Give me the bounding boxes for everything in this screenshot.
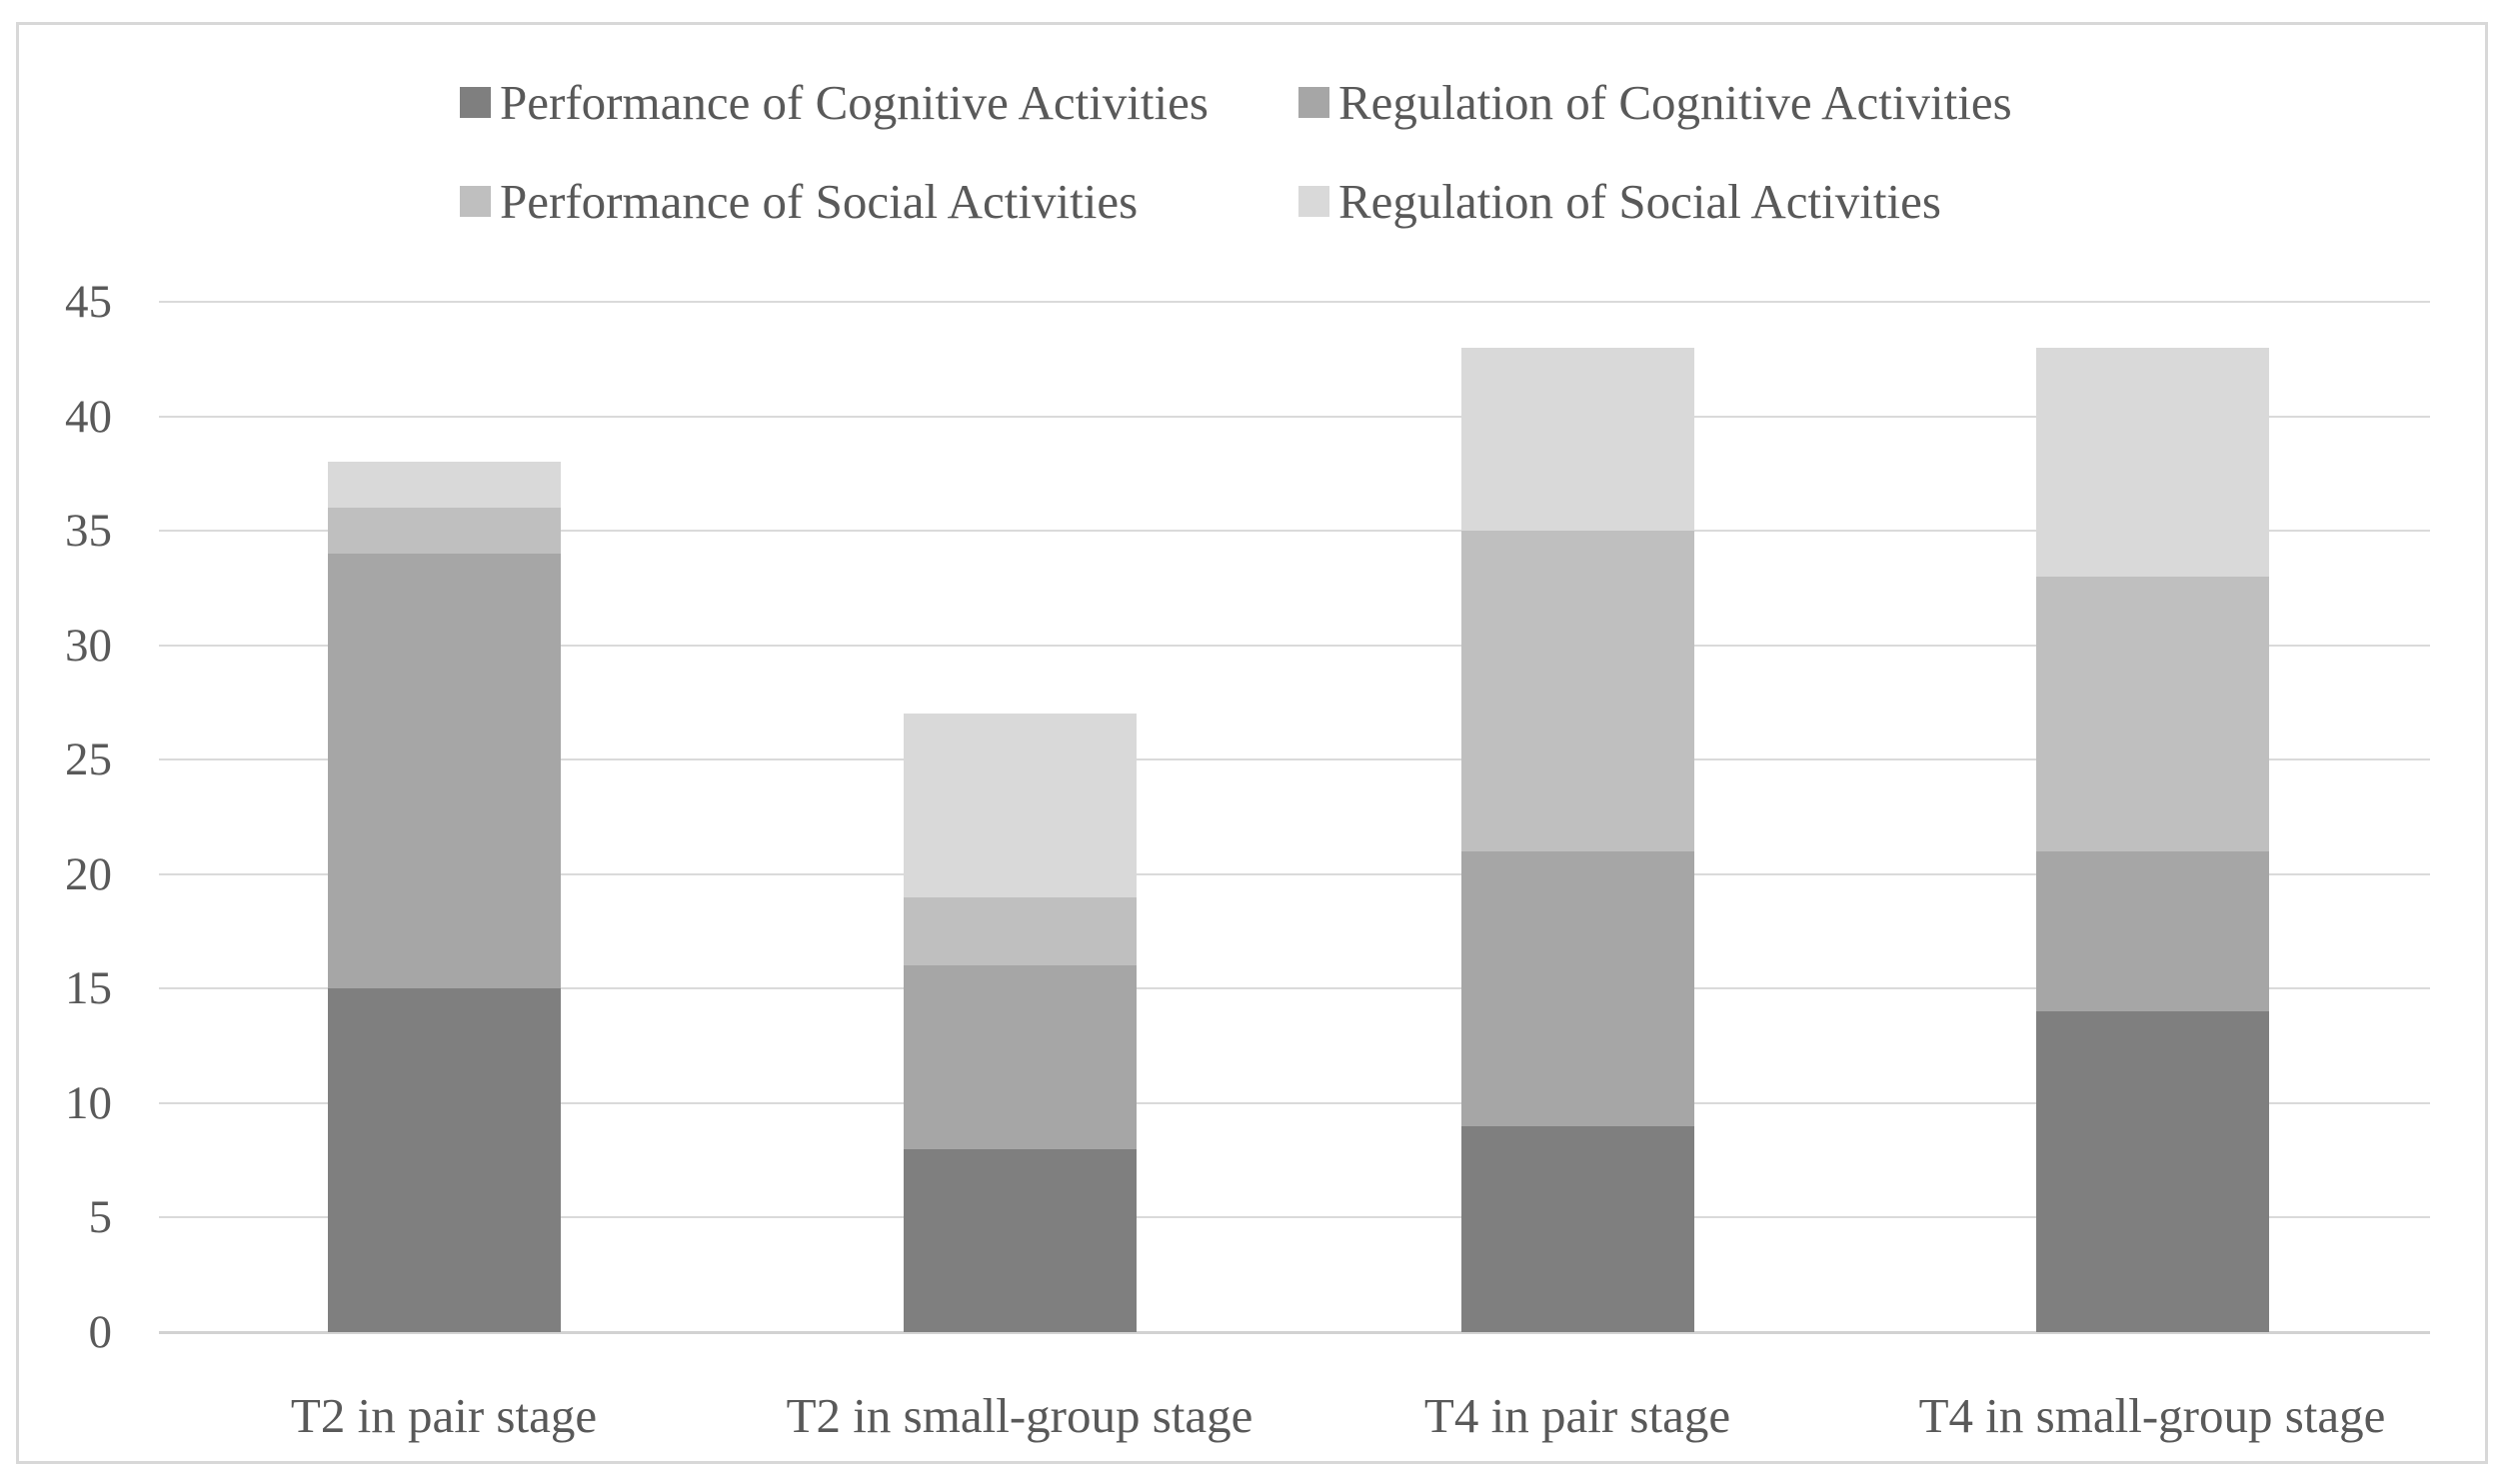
x-axis-line [159, 1331, 2430, 1334]
chart-frame: Performance of Cognitive Activities Regu… [16, 22, 2488, 1464]
y-axis-tick-label: 45 [65, 276, 112, 328]
y-axis-tick-label: 25 [65, 734, 112, 786]
gridline [159, 987, 2430, 990]
bar-segment-0-cat-2 [1460, 1126, 1694, 1332]
y-axis-tick-label: 20 [65, 847, 112, 900]
legend-item-regulation-cognitive: Regulation of Cognitive Activities [1298, 71, 2012, 133]
bar-segment-1-cat-1 [903, 965, 1137, 1149]
legend-label: Performance of Social Activities [500, 173, 1139, 229]
gridline [159, 415, 2430, 418]
legend-item-regulation-social: Regulation of Social Activities [1298, 170, 1941, 232]
bar-segment-3-cat-3 [2035, 348, 2269, 577]
x-axis-category-label: T4 in small-group stage [1918, 1388, 2386, 1443]
bar-segment-2-cat-1 [903, 897, 1137, 965]
legend-swatch-performance-cognitive [460, 86, 491, 118]
gridline [159, 644, 2430, 647]
legend-swatch-regulation-cognitive [1298, 86, 1329, 118]
bar-segment-0-cat-3 [2035, 1011, 2269, 1332]
y-axis-tick-label: 0 [88, 1306, 113, 1358]
x-axis-category-label: T2 in small-group stage [786, 1388, 1253, 1443]
bar-segment-1-cat-0 [327, 554, 561, 988]
bar-segment-1-cat-2 [1460, 851, 1694, 1126]
bar-segment-1-cat-3 [2035, 851, 2269, 1011]
legend-item-performance-cognitive: Performance of Cognitive Activities [460, 71, 1209, 133]
y-axis-tick-label: 40 [65, 390, 112, 443]
bar-segment-3-cat-1 [903, 714, 1137, 897]
gridline [159, 758, 2430, 761]
y-axis-tick-label: 30 [65, 619, 112, 672]
gridline [159, 301, 2430, 303]
bar-segment-3-cat-2 [1460, 348, 1694, 531]
legend-swatch-regulation-social [1298, 185, 1329, 217]
legend-label: Performance of Cognitive Activities [500, 74, 1209, 130]
bar-segment-0-cat-1 [903, 1149, 1137, 1332]
gridline [159, 530, 2430, 533]
y-axis-tick-label: 10 [65, 1076, 112, 1129]
bar-segment-3-cat-0 [327, 462, 561, 508]
gridline [159, 1216, 2430, 1219]
x-axis-category-label: T2 in pair stage [290, 1388, 598, 1443]
gridline [159, 1101, 2430, 1104]
legend-swatch-performance-social [460, 185, 491, 217]
gridline [159, 872, 2430, 875]
legend-label: Regulation of Social Activities [1338, 173, 1941, 229]
y-axis-tick-label: 35 [65, 505, 112, 558]
bar-segment-0-cat-0 [327, 988, 561, 1332]
y-axis-tick-label: 15 [65, 962, 112, 1015]
bar-segment-2-cat-3 [2035, 577, 2269, 851]
bar-segment-2-cat-2 [1460, 531, 1694, 851]
x-axis-category-label: T4 in pair stage [1423, 1388, 1731, 1443]
bar-segment-2-cat-0 [327, 508, 561, 554]
legend-label: Regulation of Cognitive Activities [1338, 74, 2012, 130]
y-axis-tick-label: 5 [88, 1191, 113, 1244]
legend-item-performance-social: Performance of Social Activities [460, 170, 1138, 232]
